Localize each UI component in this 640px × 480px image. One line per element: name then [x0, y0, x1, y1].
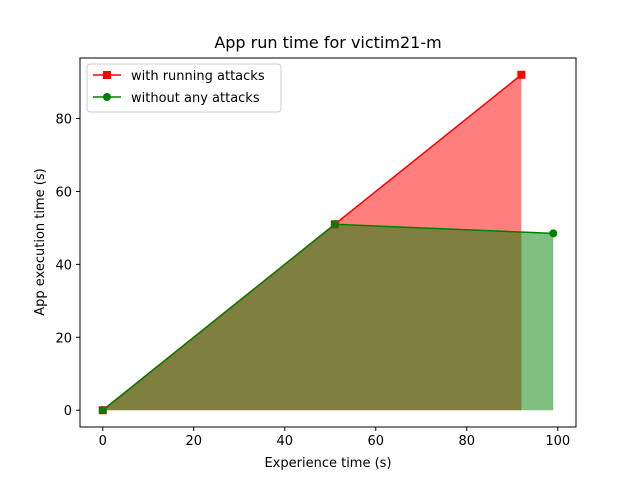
y-tick-label: 40: [55, 258, 72, 273]
x-axis-ticks: 0 20 40 60 80 100: [99, 427, 570, 449]
y-tick-label: 60: [55, 185, 72, 200]
x-tick-label: 100: [545, 434, 570, 449]
data-point-series-1: [98, 406, 107, 415]
data-point-series-1: [549, 229, 558, 238]
x-tick-label: 40: [276, 434, 293, 449]
data-point-series-0: [517, 70, 526, 79]
y-tick-label: 0: [64, 404, 72, 419]
legend-label-with-attacks: with running attacks: [131, 69, 265, 84]
area-fill-series-1: [102, 224, 554, 411]
x-tick-label: 20: [185, 434, 202, 449]
y-axis-label: App execution time (s): [33, 168, 48, 315]
plot-frame: [79, 57, 577, 428]
x-axis-label: Experience time (s): [264, 456, 391, 471]
y-axis-ticks: 0 20 40 60 80: [55, 113, 80, 419]
x-tick-label: 60: [368, 434, 385, 449]
legend-marker-with-attacks: [103, 71, 111, 79]
chart-title: App run time for victim21-m: [214, 33, 441, 52]
y-tick-label: 20: [55, 331, 72, 346]
y-tick-label: 80: [55, 113, 72, 128]
x-tick-label: 0: [99, 434, 107, 449]
legend: with running attacks without any attacks: [86, 63, 282, 113]
x-tick-label: 80: [459, 434, 476, 449]
legend-box: [86, 63, 282, 113]
legend-label-without-attacks: without any attacks: [131, 91, 260, 106]
series-markers: [98, 70, 558, 415]
legend-marker-without-attacks: [103, 93, 111, 101]
data-point-series-1: [330, 220, 339, 229]
